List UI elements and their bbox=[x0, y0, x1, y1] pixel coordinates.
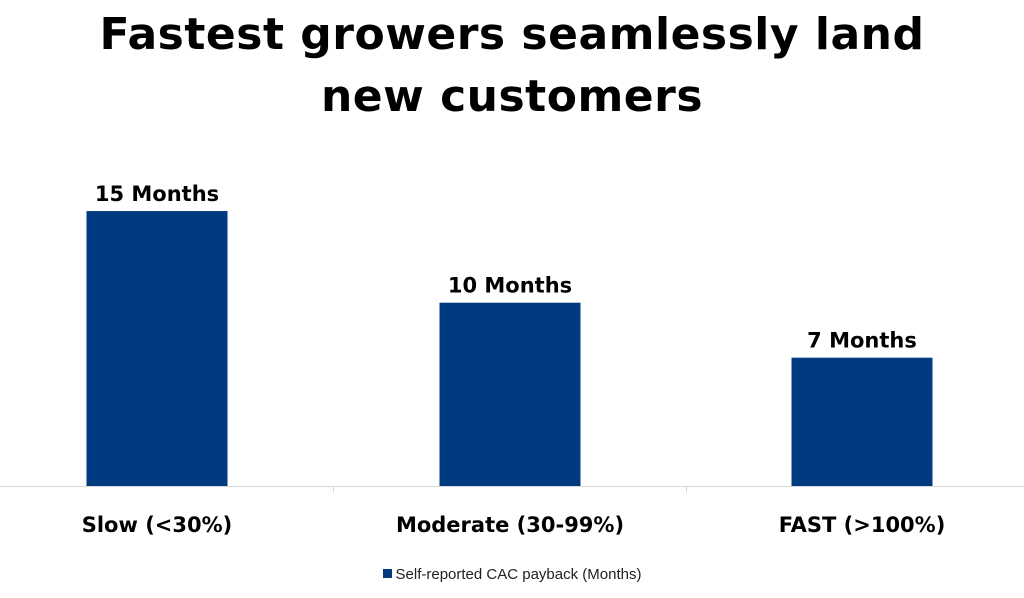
chart-title: Fastest growers seamlessly land new cust… bbox=[0, 4, 1024, 128]
bar-1 bbox=[86, 211, 228, 487]
data-labels-group: 15 Months 10 Months 7 Months bbox=[95, 182, 917, 353]
data-label-1: 15 Months bbox=[95, 182, 219, 206]
legend-swatch bbox=[382, 569, 392, 578]
x-tick-label-2: Moderate (30-99%) bbox=[396, 513, 624, 537]
bar-2 bbox=[439, 302, 581, 486]
legend: Self-reported CAC payback (Months) bbox=[0, 565, 1024, 585]
x-tick-label-1: Slow (<30%) bbox=[82, 513, 233, 537]
chart-title-line-1: Fastest growers seamlessly land bbox=[99, 9, 925, 60]
x-axis: Slow (<30%) Moderate (30-99%) FAST (>100%) bbox=[0, 486, 1024, 537]
legend-label: Self-reported CAC payback (Months) bbox=[395, 566, 642, 583]
x-tick-label-3: FAST (>100%) bbox=[779, 513, 946, 537]
data-label-2: 10 Months bbox=[448, 274, 572, 298]
bar-3 bbox=[791, 357, 933, 486]
data-label-3: 7 Months bbox=[807, 329, 917, 353]
bars-group bbox=[86, 211, 933, 487]
chart-title-line-2: new customers bbox=[320, 71, 704, 122]
